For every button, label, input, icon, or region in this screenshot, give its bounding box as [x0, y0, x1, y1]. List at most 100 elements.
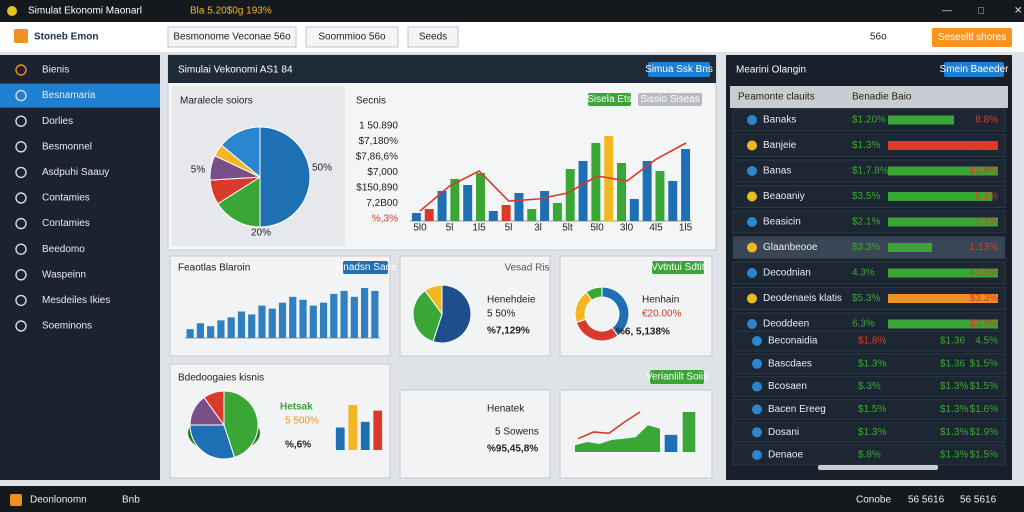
market-button: Smein Baeeder [940, 64, 1010, 75]
row-icon [747, 293, 757, 304]
row-name[interactable]: Deoddeen [763, 319, 809, 330]
sidebar-icon [15, 166, 27, 179]
sidebar-item[interactable]: Soeminons [42, 321, 92, 332]
card-sub: €20.00% [642, 309, 682, 320]
row-name[interactable]: Banas [763, 166, 791, 177]
bar [463, 185, 473, 221]
x-axis-label: 4l5 [649, 223, 663, 234]
market-row [732, 108, 1006, 132]
y-axis-label: 1 50.890 [359, 121, 398, 132]
window-control[interactable]: □ [978, 6, 984, 17]
row-name[interactable]: Glaanbeooe [763, 242, 818, 253]
row-value: 6.3% [852, 319, 875, 330]
row-name[interactable]: Banjeie [763, 140, 797, 151]
row-value: $1.5% [858, 404, 886, 415]
market-row [732, 210, 1006, 234]
market-row [732, 398, 1006, 420]
bar [681, 149, 691, 221]
tab-bg [305, 26, 399, 48]
row-change: $3.3% [970, 319, 998, 330]
window-control[interactable]: ✕ [1014, 6, 1022, 17]
sidebar-icon [15, 294, 27, 307]
row-name[interactable]: Banaks [763, 115, 796, 126]
bar [424, 209, 434, 221]
main-button-bg [648, 62, 710, 77]
row-icon [747, 217, 757, 227]
status-icon [10, 494, 22, 506]
bar [361, 288, 369, 338]
bar [373, 410, 383, 450]
status-text: Bnb [122, 495, 140, 506]
row-value: $1.3% [858, 358, 886, 369]
row-value: $1.36 [940, 358, 965, 369]
card-button-bg [650, 370, 704, 384]
bar [540, 191, 550, 221]
pie-slice [189, 424, 236, 460]
row-name[interactable]: Bascdaes [768, 358, 812, 369]
bar [278, 302, 287, 338]
bars-button-bg [638, 93, 702, 106]
bar [237, 311, 246, 338]
row-name[interactable]: Beasicin [763, 217, 801, 228]
main-panel-header [168, 55, 716, 83]
bar [258, 305, 266, 338]
pie-slice [585, 286, 603, 301]
app-icon [7, 6, 17, 16]
row-icon [752, 450, 762, 460]
row-name[interactable]: Denaoe [768, 450, 803, 461]
trend-line [577, 411, 641, 440]
pie-label: 50% [312, 163, 332, 174]
row-value: $1.7.8% [852, 166, 889, 177]
y-axis-label: $7,000 [367, 167, 398, 178]
sidebar-item[interactable]: Besnamaria [42, 90, 96, 101]
tab[interactable]: Seeds [419, 32, 447, 43]
row-change: $1.6% [970, 404, 998, 415]
market-row [732, 236, 1006, 259]
tab[interactable]: Soommioo 56o [318, 32, 386, 43]
pie-slice [217, 176, 261, 228]
card-title: Henehdeie [487, 295, 536, 306]
sidebar-item[interactable]: Besmonnel [42, 141, 92, 152]
card-button: Vvtntui Sdtit [651, 262, 705, 273]
bar [350, 296, 358, 338]
bars-button: Sissio Siseas [640, 94, 699, 105]
row-name[interactable]: Dosani [768, 427, 799, 438]
row-icon [752, 336, 762, 346]
card-sub: 5 Sowens [495, 427, 539, 438]
row-name[interactable]: Bcosaen [768, 381, 807, 392]
row-value: $1.3% [940, 404, 968, 415]
sidebar-item[interactable]: Contamies [42, 193, 90, 204]
row-icon [752, 404, 762, 415]
bar [527, 209, 537, 221]
sidebar-item[interactable]: Waspeinn [42, 269, 86, 280]
row-name[interactable]: Bacen Ereeg [768, 404, 826, 415]
sidebar-icon [15, 192, 27, 204]
sidebar-item[interactable]: Dorlies [42, 116, 73, 127]
window-info: Bla 5.20$0g 193% [190, 6, 272, 17]
tab[interactable]: Besmonome Veconae 56o [173, 32, 291, 43]
bar [348, 405, 358, 450]
card-title: Feaotlas Blaroin [178, 263, 250, 274]
sidebar-item[interactable]: Mesdeiles Ikies [42, 295, 110, 306]
row-name[interactable]: Decodnian [763, 268, 811, 279]
bar [450, 179, 460, 221]
sidebar-item[interactable]: Bienis [42, 65, 69, 76]
row-value: $1.3% [858, 427, 886, 438]
bar [501, 205, 511, 221]
area [575, 425, 660, 452]
row-name[interactable]: Beaoaniy [763, 191, 805, 202]
bar [642, 161, 652, 221]
sidebar-item[interactable]: Beedomo [42, 244, 85, 255]
x-axis-label: 1l5 [472, 223, 486, 234]
brand-name: Stoneb Emon [34, 32, 98, 43]
pie-slice [223, 390, 259, 458]
row-name[interactable]: Deodenaeis klatis [763, 293, 842, 304]
pie-label: 5% [191, 165, 206, 176]
sidebar-item[interactable]: Asdpuhi Saauy [42, 167, 109, 178]
pie-slice [259, 126, 311, 228]
sidebar-item[interactable]: Contamies [42, 218, 90, 229]
row-change: 43.8% [970, 268, 998, 279]
bar [207, 326, 215, 338]
window-control[interactable]: — [942, 6, 952, 17]
row-name[interactable]: Beconaidia [768, 336, 818, 347]
